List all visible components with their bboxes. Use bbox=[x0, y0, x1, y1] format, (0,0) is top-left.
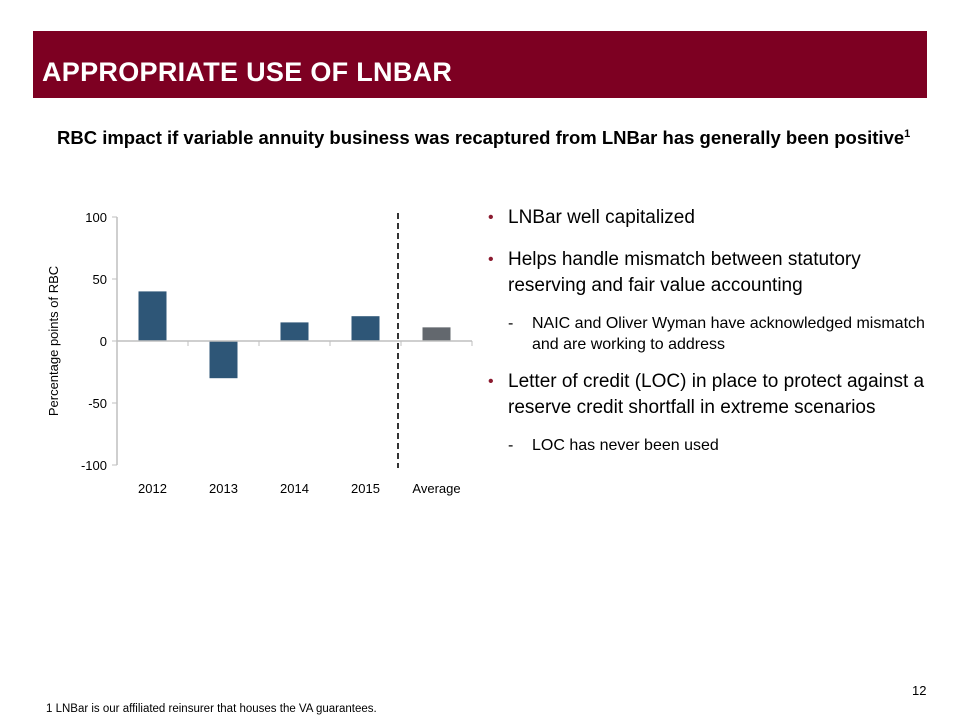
bars bbox=[138, 291, 451, 379]
page-number: 12 bbox=[912, 683, 927, 698]
x-tick-label: 2013 bbox=[209, 481, 238, 496]
bullet-text: Letter of credit (LOC) in place to prote… bbox=[508, 371, 925, 418]
x-tick-label: 2015 bbox=[351, 481, 380, 496]
bullet-item: • Helps handle mismatch between statutory… bbox=[488, 247, 938, 299]
bar-2013 bbox=[209, 341, 238, 379]
x-tick-label: 2014 bbox=[280, 481, 309, 496]
x-tick-label: Average bbox=[412, 481, 460, 496]
bar-2014 bbox=[280, 322, 309, 341]
y-tick-label: -50 bbox=[88, 396, 107, 411]
subtitle-text: RBC impact if variable annuity business … bbox=[57, 127, 905, 148]
bullet-marker: • bbox=[488, 251, 494, 268]
dash-marker: - bbox=[508, 437, 514, 454]
x-tick-label: 2012 bbox=[138, 481, 167, 496]
bullet-marker: • bbox=[488, 209, 494, 226]
y-tick-label: 0 bbox=[100, 334, 107, 349]
bullet-text: Helps handle mismatch between statutory … bbox=[508, 249, 861, 296]
y-axis-label: Percentage points of RBC bbox=[46, 266, 61, 416]
y-tick-label: -100 bbox=[81, 458, 107, 473]
bullet-marker: • bbox=[488, 373, 494, 390]
bullet-text: NAIC and Oliver Wyman have acknowledged … bbox=[532, 315, 925, 353]
dash-marker: - bbox=[508, 315, 514, 332]
bullet-text: LOC has never been used bbox=[532, 437, 719, 454]
bar-2012 bbox=[138, 291, 167, 341]
bullet-item: • LNBar well capitalized bbox=[488, 205, 938, 231]
bullet-item: • Letter of credit (LOC) in place to prot… bbox=[488, 369, 938, 421]
x-axis: 2012 2013 2014 2015 Average bbox=[117, 340, 473, 496]
bar-average bbox=[422, 327, 451, 341]
y-tick-label: 100 bbox=[85, 210, 107, 225]
y-axis: 100 50 0 -50 -100 bbox=[81, 210, 118, 473]
title-banner: APPROPRIATE USE OF LNBAR bbox=[33, 31, 927, 98]
y-tick-label: 50 bbox=[93, 272, 107, 287]
bullet-text: LNBar well capitalized bbox=[508, 207, 695, 228]
sub-bullet-item: - NAIC and Oliver Wyman have acknowledged… bbox=[488, 313, 938, 355]
slide-title: APPROPRIATE USE OF LNBAR bbox=[42, 57, 453, 87]
bar-2015 bbox=[351, 316, 380, 341]
sub-bullet-item: - LOC has never been used bbox=[488, 435, 938, 456]
bullet-list: • LNBar well capitalized • Helps handle mis… bbox=[488, 205, 938, 456]
footnote: 1 LNBar is our affiliated reinsurer that… bbox=[46, 703, 377, 715]
subtitle-footnote-marker: 1 bbox=[904, 127, 911, 140]
rbc-impact-chart: 100 50 0 -50 -100 2012 2013 2014 2015 Average Pe… bbox=[46, 210, 473, 496]
slide-subtitle: RBC impact if variable annuity business … bbox=[57, 127, 910, 149]
